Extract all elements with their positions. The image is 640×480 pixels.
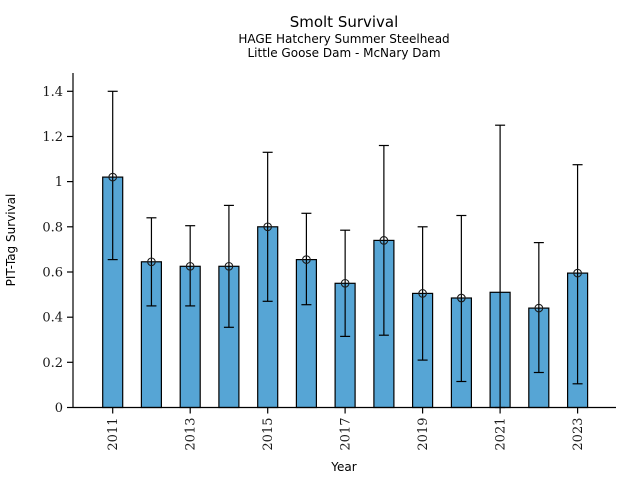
chart-subtitle-line2: Little Goose Dam - McNary Dam <box>247 46 440 60</box>
error-bars-layer <box>107 90 583 409</box>
y-tick-label-1.2: 1.2 <box>42 130 63 145</box>
y-tick-label-0: 0 <box>55 401 63 416</box>
point-marker-2019 <box>418 289 427 298</box>
y-tick-label-0.6: 0.6 <box>42 266 63 281</box>
point-marker-2017 <box>340 278 350 288</box>
x-tick-label-2017: 2017 <box>339 418 354 451</box>
point-marker-2013 <box>185 261 195 271</box>
point-marker-2015 <box>263 222 273 232</box>
y-tick-label-0.2: 0.2 <box>42 356 63 371</box>
x-tick-label-2013: 2013 <box>184 418 199 451</box>
y-axis-label: PIT-Tag Survival <box>4 194 18 287</box>
point-marker-2022 <box>534 303 544 313</box>
x-axis-label: Year <box>330 460 356 474</box>
point-marker-2020 <box>457 293 466 303</box>
x-tick-label-2023: 2023 <box>571 418 586 451</box>
chart-subtitle-line1: HAGE Hatchery Summer Steelhead <box>238 32 449 46</box>
point-marker-2012 <box>147 257 156 267</box>
point-marker-2018 <box>379 236 389 245</box>
x-tick-label-2019: 2019 <box>416 418 431 451</box>
point-marker-2011 <box>108 172 118 182</box>
point-marker-2016 <box>302 255 311 264</box>
chart-title: Smolt Survival <box>290 13 399 31</box>
y-tick-label-1.4: 1.4 <box>42 85 63 100</box>
point-marker-2023 <box>573 268 582 278</box>
point-marker-2014 <box>224 261 234 271</box>
y-tick-label-0.8: 0.8 <box>42 220 63 235</box>
x-tick-label-2021: 2021 <box>494 418 509 451</box>
y-tick-label-1: 1 <box>55 175 63 190</box>
x-tick-label-2011: 2011 <box>106 418 121 451</box>
axes-layer: 0 0.2 0.4 0.6 0.8 1 1.2 1.4 2011 2013 2015 2017 2019… <box>42 73 616 451</box>
point-markers-layer <box>108 172 582 313</box>
x-tick-label-2015: 2015 <box>261 418 276 451</box>
y-tick-label-0.4: 0.4 <box>42 311 63 326</box>
